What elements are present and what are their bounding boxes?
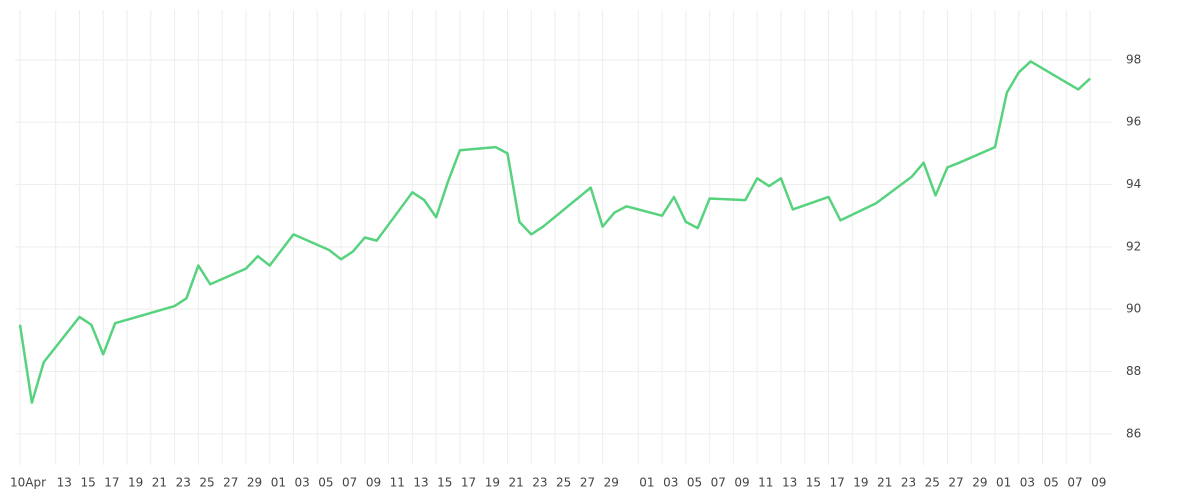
x-tick-label: 23 [901,476,916,490]
y-tick-label: 96 [1126,115,1141,129]
x-tick-label: 27 [580,476,595,490]
x-tick-label: 19 [485,476,500,490]
x-tick-label: 05 [318,476,333,490]
x-tick-label: 11 [758,476,773,490]
y-tick-label: 94 [1126,177,1141,191]
x-tick-label: 25 [556,476,571,490]
x-tick-label: 05 [1044,476,1059,490]
x-tick-label: 15 [80,476,95,490]
x-tick-label: 15 [806,476,821,490]
x-tick-label: 19 [128,476,143,490]
y-tick-label: 88 [1126,364,1141,378]
x-tick-label: 07 [1067,476,1082,490]
x-tick-label: 25 [925,476,940,490]
x-tick-label: 19 [853,476,868,490]
x-tick-label: 03 [294,476,309,490]
x-tick-label: 13 [413,476,428,490]
x-tick-label: 09 [1091,476,1106,490]
x-tick-label: 21 [877,476,892,490]
line-series [18,60,1091,404]
x-tick-label: 23 [176,476,191,490]
x-tick-label: 03 [1020,476,1035,490]
x-tick-label: 01 [271,476,286,490]
y-tick-label: 92 [1126,239,1141,253]
x-tick-label: 10Apr [10,476,46,490]
x-tick-label: 15 [437,476,452,490]
x-tick-label: 27 [223,476,238,490]
x-tick-label: 07 [342,476,357,490]
x-tick-label: 25 [199,476,214,490]
x-tick-label: 17 [830,476,845,490]
x-tick-label: 23 [532,476,547,490]
y-tick-label: 86 [1126,426,1141,440]
x-tick-label: 29 [604,476,619,490]
x-tick-label: 17 [461,476,476,490]
x-tick-label: 09 [734,476,749,490]
x-tick-label: 03 [663,476,678,490]
y-tick-label: 98 [1126,52,1141,66]
x-tick-label: 01 [639,476,654,490]
y-tick-label: 90 [1126,302,1141,316]
x-tick-label: 17 [104,476,119,490]
x-tick-label: 01 [996,476,1011,490]
x-tick-label: 21 [152,476,167,490]
x-tick-label: 13 [57,476,72,490]
x-tick-label: 07 [711,476,726,490]
x-tick-label: 11 [390,476,405,490]
x-tick-label: 29 [972,476,987,490]
x-tick-label: 13 [782,476,797,490]
x-tick-label: 05 [687,476,702,490]
x-tick-label: 29 [247,476,262,490]
x-tick-label: 27 [948,476,963,490]
x-tick-label: 09 [366,476,381,490]
x-tick-label: 21 [508,476,523,490]
